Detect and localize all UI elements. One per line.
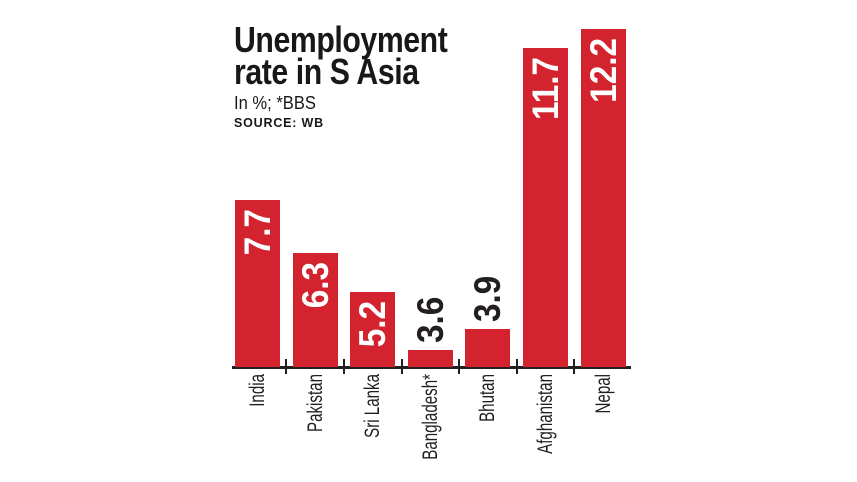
value-label-india: 7.7 — [236, 209, 278, 256]
value-label-bangladesh: 3.6 — [409, 296, 451, 343]
x-axis-tick — [458, 359, 460, 374]
category-label-india: India — [245, 374, 269, 407]
x-axis-tick — [516, 359, 518, 374]
x-axis-tick — [401, 359, 403, 374]
bar-pakistan — [293, 253, 338, 367]
chart-title-line2: rate in S Asia — [234, 51, 419, 92]
category-label-nepal: Nepal — [591, 374, 615, 414]
value-label-pakistan: 6.3 — [294, 262, 336, 309]
chart-source: SOURCE: WB — [234, 116, 324, 130]
category-label-pakistan: Pakistan — [303, 374, 327, 432]
value-label-nepal: 12.2 — [582, 38, 624, 103]
category-label-sri-lanka: Sri Lanka — [360, 374, 384, 438]
value-label-bhutan: 3.9 — [466, 275, 508, 322]
category-label-bangladesh: Bangladesh* — [418, 374, 442, 460]
value-label-afghanistan: 11.7 — [524, 57, 566, 120]
x-axis-line — [232, 366, 631, 369]
chart-title-line1: Unemployment — [234, 19, 448, 60]
bar-bangladesh — [408, 350, 453, 367]
x-axis-tick — [573, 359, 575, 374]
chart-title: Unemployment rate in S Asia — [234, 19, 448, 92]
bar-afghanistan — [523, 48, 568, 367]
bar-bhutan — [465, 329, 510, 367]
category-label-afghanistan: Afghanistan — [533, 374, 557, 454]
bar-india — [235, 200, 280, 367]
chart-subtitle: In %; *BBS — [234, 93, 316, 113]
bar-nepal — [581, 29, 626, 367]
x-axis-tick — [285, 359, 287, 374]
x-axis-tick — [343, 359, 345, 374]
category-label-bhutan: Bhutan — [475, 374, 499, 422]
bar-sri-lanka — [350, 292, 395, 367]
